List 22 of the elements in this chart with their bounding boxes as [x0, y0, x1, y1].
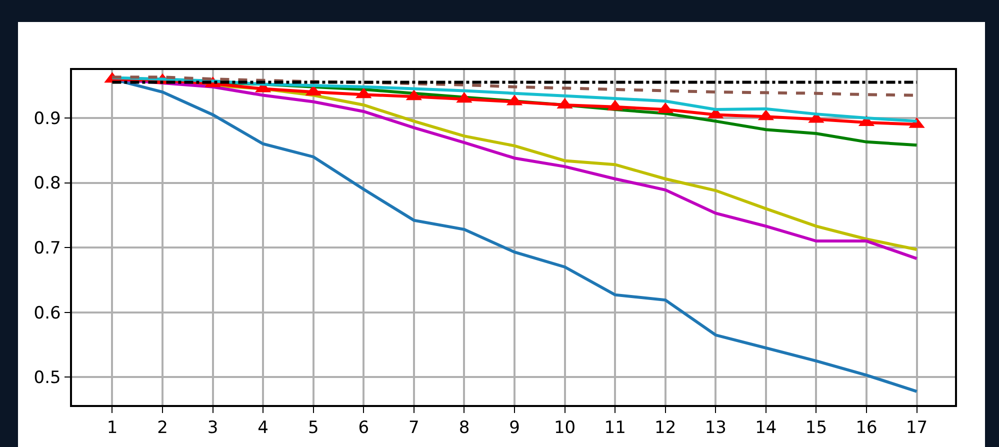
x-tick-label: 5 [308, 418, 319, 438]
x-tick-label: 16 [856, 418, 878, 438]
x-tick-label: 17 [906, 418, 928, 438]
x-tick-label: 6 [358, 418, 370, 438]
x-tick-label: 11 [604, 418, 626, 438]
x-tick-label: 2 [157, 418, 168, 438]
x-tick-label: 3 [207, 418, 218, 438]
y-tick-label: 0.8 [34, 174, 61, 194]
x-tick-label: 1 [106, 418, 118, 438]
x-tick-label: 4 [258, 418, 268, 438]
x-tick-label: 10 [554, 418, 576, 438]
y-tick-label: 0.5 [34, 368, 61, 388]
x-tick-label: 13 [704, 418, 726, 438]
y-tick-label: 0.7 [34, 238, 61, 258]
y-tick-label: 0.9 [34, 108, 61, 129]
x-tick-label: 7 [408, 418, 420, 438]
x-tick-label: 14 [755, 418, 777, 438]
x-tick-label: 12 [654, 418, 676, 438]
x-tick-label: 15 [805, 418, 828, 438]
x-tick-label: 9 [509, 418, 520, 438]
x-tick-label: 8 [458, 418, 470, 438]
y-tick-label: 0.6 [34, 303, 61, 324]
